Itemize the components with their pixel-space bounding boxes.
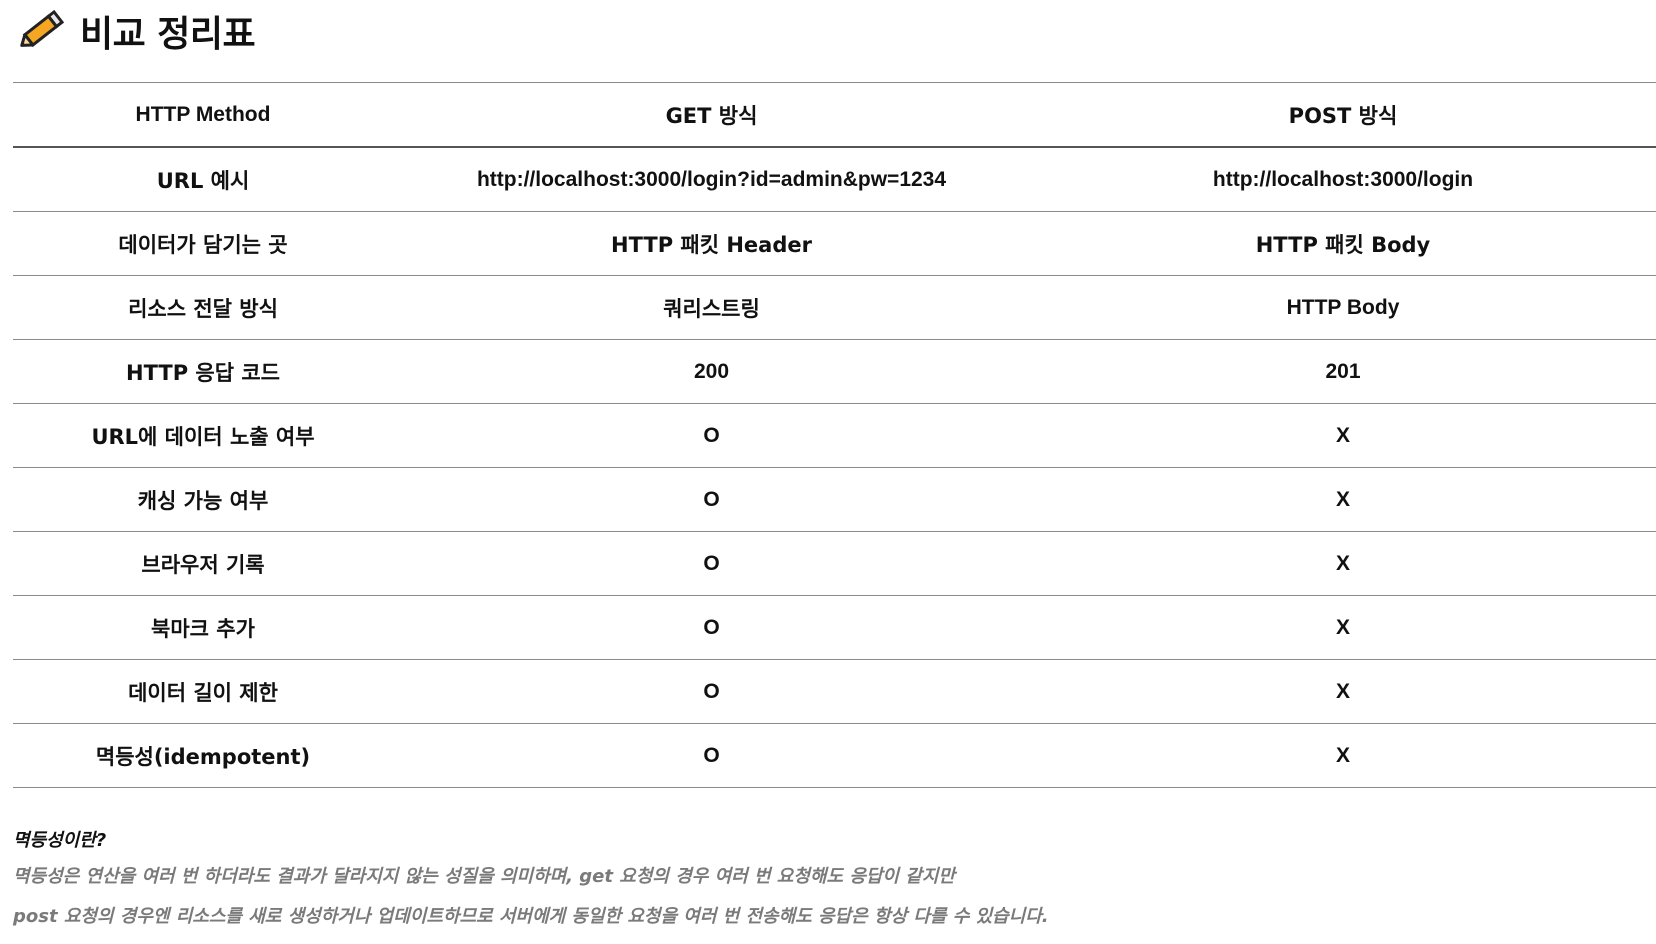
post-cell: X [1030, 659, 1656, 724]
table-row: 북마크 추가 O X [13, 595, 1656, 660]
note-line: 멱등성은 연산을 여러 번 하더라도 결과가 달라지지 않는 성질을 의미하며,… [13, 866, 955, 887]
table-row: URL에 데이터 노출 여부 O X [13, 403, 1656, 468]
row-label: URL에 데이터 노출 여부 [13, 403, 393, 468]
note-line: post 요청의 경우엔 리소스를 새로 생성하거나 업데이트하므로 서버에게 … [13, 906, 1049, 927]
row-label: 브라우저 기록 [13, 531, 393, 596]
post-cell: http://localhost:3000/login [1030, 147, 1656, 212]
column-header-get: GET 방식 [393, 82, 1030, 148]
row-label: 데이터가 담기는 곳 [13, 211, 393, 276]
get-cell: O [393, 595, 1030, 660]
comparison-table: HTTP Method GET 방식 POST 방식 URL 예시 http:/… [13, 82, 1656, 788]
get-cell: 200 [393, 339, 1030, 404]
page-title: 비교 정리표 [16, 6, 256, 56]
get-cell: HTTP 패킷 Header [393, 211, 1030, 276]
table-row: 브라우저 기록 O X [13, 531, 1656, 596]
column-header-post: POST 방식 [1030, 82, 1656, 148]
post-cell: X [1030, 467, 1656, 532]
table-row: 멱등성(idempotent) O X [13, 723, 1656, 788]
get-cell: 쿼리스트링 [393, 275, 1030, 340]
pencil-icon [20, 9, 65, 48]
note-title: 멱등성이란? [13, 830, 107, 851]
get-cell: O [393, 467, 1030, 532]
get-cell: O [393, 531, 1030, 596]
idempotency-note: 멱등성이란? 멱등성은 연산을 여러 번 하더라도 결과가 달라지지 않는 성질… [13, 825, 1643, 937]
get-cell: O [393, 403, 1030, 468]
column-header-method: HTTP Method [13, 82, 393, 148]
table-row: URL 예시 http://localhost:3000/login?id=ad… [13, 147, 1656, 212]
table-row: HTTP 응답 코드 200 201 [13, 339, 1656, 404]
row-label: 멱등성(idempotent) [13, 723, 393, 788]
table-row: 캐싱 가능 여부 O X [13, 467, 1656, 532]
get-cell: O [393, 659, 1030, 724]
post-cell: 201 [1030, 339, 1656, 404]
row-label: 데이터 길이 제한 [13, 659, 393, 724]
post-cell: X [1030, 595, 1656, 660]
row-label: 캐싱 가능 여부 [13, 467, 393, 532]
row-label: 북마크 추가 [13, 595, 393, 660]
row-label: 리소스 전달 방식 [13, 275, 393, 340]
post-cell: X [1030, 403, 1656, 468]
table-row: 리소스 전달 방식 쿼리스트링 HTTP Body [13, 275, 1656, 340]
get-cell: http://localhost:3000/login?id=admin&pw=… [393, 147, 1030, 212]
post-cell: X [1030, 723, 1656, 788]
table-row: 데이터가 담기는 곳 HTTP 패킷 Header HTTP 패킷 Body [13, 211, 1656, 276]
post-cell: HTTP Body [1030, 275, 1656, 340]
row-label: URL 예시 [13, 147, 393, 212]
page-title-text: 비교 정리표 [80, 14, 256, 55]
table-header-row: HTTP Method GET 방식 POST 방식 [13, 82, 1656, 148]
get-cell: O [393, 723, 1030, 788]
post-cell: X [1030, 531, 1656, 596]
post-cell: HTTP 패킷 Body [1030, 211, 1656, 276]
row-label: HTTP 응답 코드 [13, 339, 393, 404]
table-row: 데이터 길이 제한 O X [13, 659, 1656, 724]
